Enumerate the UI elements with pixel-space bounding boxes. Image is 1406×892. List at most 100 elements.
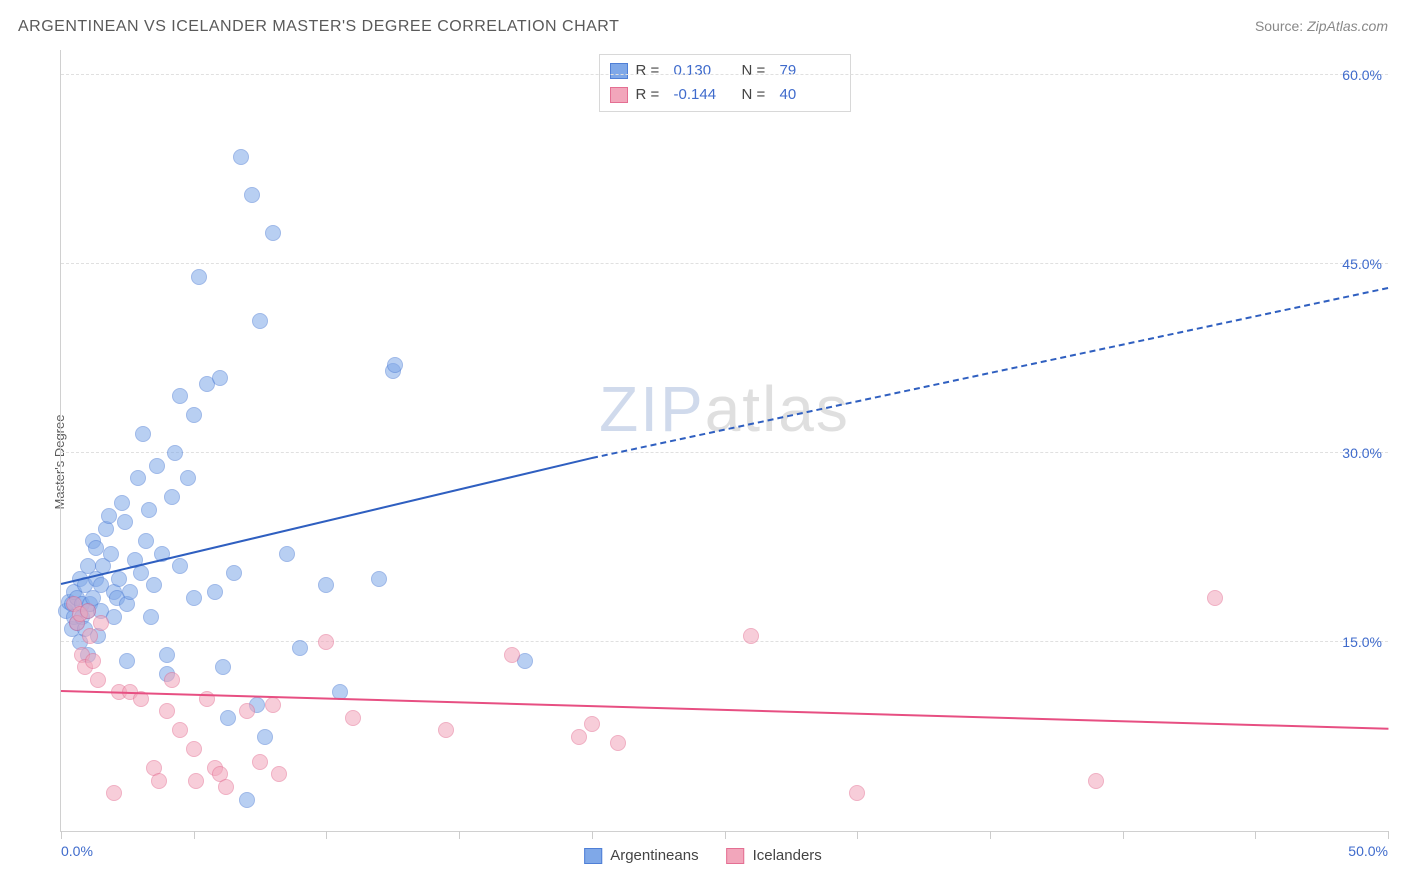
data-point [74,596,90,612]
data-point [80,647,96,663]
data-point [318,634,334,650]
r-value-a: 0.130 [674,59,734,83]
data-point [226,565,242,581]
data-point [117,514,133,530]
data-point [130,470,146,486]
legend-label-b: Icelanders [753,847,822,864]
x-tick [990,831,991,839]
data-point [85,653,101,669]
data-point [80,603,96,619]
gridline [61,74,1388,75]
x-tick [194,831,195,839]
legend-row-a: R = 0.130 N = 79 [610,59,840,83]
data-point [77,659,93,675]
data-point [517,653,533,669]
n-value-a: 79 [780,59,840,83]
series-legend: Argentineans Icelanders [584,847,822,864]
data-point [220,710,236,726]
data-point [74,609,90,625]
watermark-atlas: atlas [705,373,850,445]
data-point [64,596,80,612]
data-point [849,785,865,801]
trendline [61,690,1388,730]
data-point [239,703,255,719]
data-point [141,502,157,518]
data-point [93,577,109,593]
y-tick-label: 30.0% [1342,445,1382,461]
data-point [180,470,196,486]
x-tick [61,831,62,839]
data-point [103,546,119,562]
n-label-b: N = [742,83,772,107]
x-tick [857,831,858,839]
data-point [90,672,106,688]
data-point [345,710,361,726]
data-point [146,760,162,776]
data-point [212,766,228,782]
gridline [61,452,1388,453]
data-point [72,606,88,622]
x-min-label: 0.0% [61,843,93,859]
data-point [111,571,127,587]
data-point [385,363,401,379]
x-tick [1255,831,1256,839]
data-point [58,603,74,619]
data-point [138,533,154,549]
data-point [93,603,109,619]
data-point [239,792,255,808]
legend-item-b: Icelanders [727,847,822,864]
gridline [61,263,1388,264]
data-point [135,426,151,442]
chart-title: ARGENTINEAN VS ICELANDER MASTER'S DEGREE… [18,18,619,36]
data-point [215,659,231,675]
y-tick-label: 15.0% [1342,634,1382,650]
legend-label-a: Argentineans [610,847,698,864]
data-point [151,773,167,789]
data-point [252,313,268,329]
data-point [69,615,85,631]
legend-row-b: R = -0.144 N = 40 [610,83,840,107]
x-tick [1388,831,1389,839]
data-point [387,357,403,373]
data-point [164,672,180,688]
n-label-a: N = [742,59,772,83]
data-point [318,577,334,593]
data-point [122,584,138,600]
n-value-b: 40 [780,83,840,107]
data-point [61,594,77,610]
data-point [504,647,520,663]
x-tick [592,831,593,839]
x-tick [326,831,327,839]
data-point [257,729,273,745]
data-point [186,741,202,757]
source-name: ZipAtlas.com [1307,18,1388,34]
data-point [207,760,223,776]
x-max-label: 50.0% [1348,843,1388,859]
r-value-b: -0.144 [674,83,734,107]
trendline [61,457,592,585]
data-point [106,584,122,600]
data-point [249,697,265,713]
data-point [191,269,207,285]
data-point [159,647,175,663]
data-point [119,653,135,669]
data-point [109,590,125,606]
data-point [106,609,122,625]
swatch-a-icon [610,63,628,79]
data-point [93,615,109,631]
data-point [159,703,175,719]
x-tick [459,831,460,839]
data-point [438,722,454,738]
swatch-b-icon [610,87,628,103]
data-point [72,634,88,650]
data-point [69,615,85,631]
data-point [119,596,135,612]
data-point [1207,590,1223,606]
data-point [66,596,82,612]
data-point [101,508,117,524]
data-point [74,647,90,663]
data-point [279,546,295,562]
data-point [172,388,188,404]
data-point [292,640,308,656]
y-tick-label: 60.0% [1342,67,1382,83]
